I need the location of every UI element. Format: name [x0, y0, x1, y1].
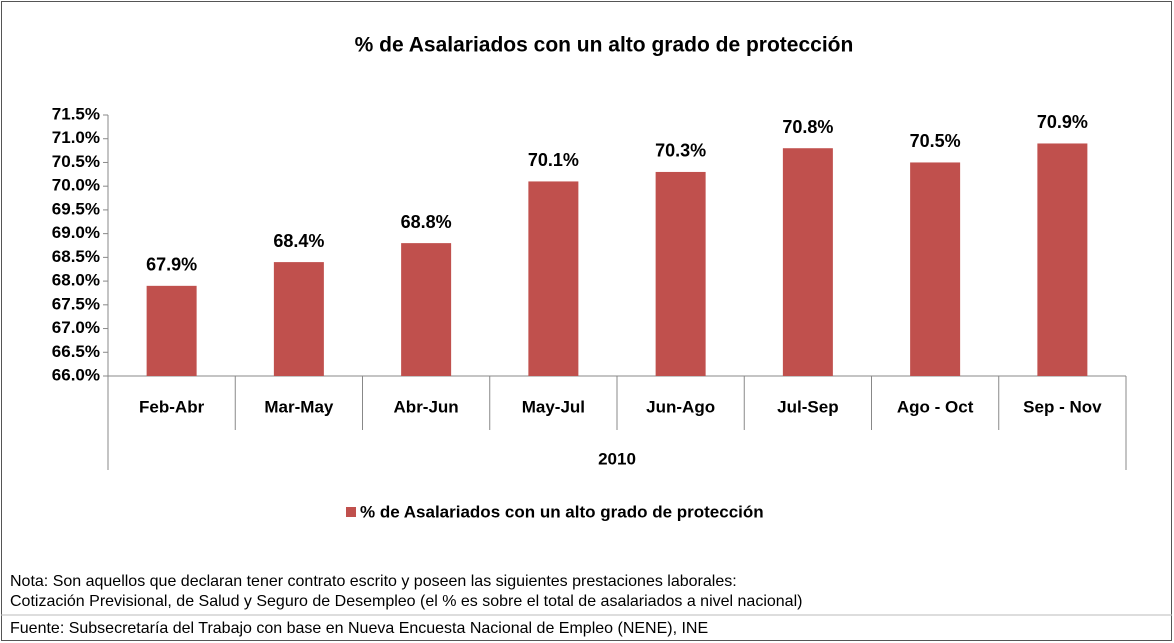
x-tick-label: Jul-Sep — [777, 397, 838, 416]
x-tick-label: Ago - Oct — [897, 397, 974, 416]
x-tick-label: Feb-Abr — [139, 397, 205, 416]
y-tick-label: 68.5% — [52, 247, 100, 266]
bar — [1037, 143, 1088, 376]
x-tick-label: May-Jul — [522, 397, 585, 416]
value-label: 70.1% — [528, 150, 579, 170]
source: Fuente: Subsecretaría del Trabajo con ba… — [10, 620, 708, 637]
y-tick-label: 66.0% — [52, 365, 100, 384]
value-label: 70.9% — [1037, 112, 1088, 132]
x-tick-label: Mar-May — [264, 397, 334, 416]
value-label: 70.3% — [655, 141, 706, 161]
x-tick-label: Jun-Ago — [646, 397, 715, 416]
x-tick-label: Sep - Nov — [1023, 397, 1102, 416]
bar — [273, 262, 324, 376]
legend-swatch — [346, 507, 356, 517]
value-label: 68.4% — [273, 231, 324, 251]
y-tick-label: 69.0% — [52, 223, 100, 242]
legend-label: % de Asalariados con un alto grado de pr… — [360, 502, 764, 521]
y-tick-label: 70.0% — [52, 176, 100, 195]
bar — [910, 162, 961, 376]
y-tick-label: 67.5% — [52, 294, 100, 313]
y-tick-label: 68.0% — [52, 271, 100, 290]
group-label: 2010 — [598, 449, 636, 468]
note: Cotización Previsional, de Salud y Segur… — [10, 593, 802, 610]
chart-title: % de Asalariados con un alto grado de pr… — [355, 34, 854, 57]
y-tick-label: 66.5% — [52, 342, 100, 361]
bar — [528, 181, 579, 376]
value-label: 67.9% — [146, 255, 197, 275]
y-tick-label: 71.5% — [52, 104, 100, 123]
y-tick-label: 67.0% — [52, 318, 100, 337]
bar — [655, 171, 706, 376]
bar — [782, 148, 833, 376]
y-tick-label: 69.5% — [52, 199, 100, 218]
x-tick-label: Abr-Jun — [394, 397, 459, 416]
value-label: 70.5% — [910, 131, 961, 151]
value-label: 68.8% — [401, 212, 452, 232]
y-tick-label: 70.5% — [52, 152, 100, 171]
bar — [146, 285, 197, 376]
value-label: 70.8% — [782, 117, 833, 137]
bar — [401, 243, 452, 376]
y-tick-label: 71.0% — [52, 128, 100, 147]
note: Nota: Son aquellos que declaran tener co… — [10, 573, 737, 590]
